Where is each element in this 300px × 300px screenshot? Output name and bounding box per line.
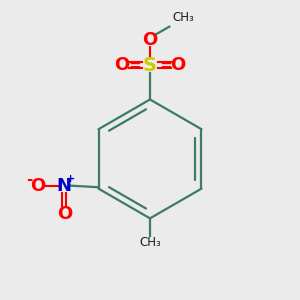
Text: -: -	[26, 172, 32, 187]
Text: S: S	[143, 56, 157, 75]
Text: O: O	[142, 31, 158, 49]
Text: +: +	[66, 174, 76, 184]
Text: CH₃: CH₃	[172, 11, 194, 24]
Text: =: =	[128, 58, 141, 73]
Text: O: O	[171, 56, 186, 74]
Text: =: =	[159, 58, 172, 73]
Text: O: O	[30, 177, 45, 195]
Text: CH₃: CH₃	[139, 236, 161, 249]
Text: O: O	[114, 56, 129, 74]
Text: O: O	[57, 205, 72, 223]
Text: N: N	[57, 177, 72, 195]
